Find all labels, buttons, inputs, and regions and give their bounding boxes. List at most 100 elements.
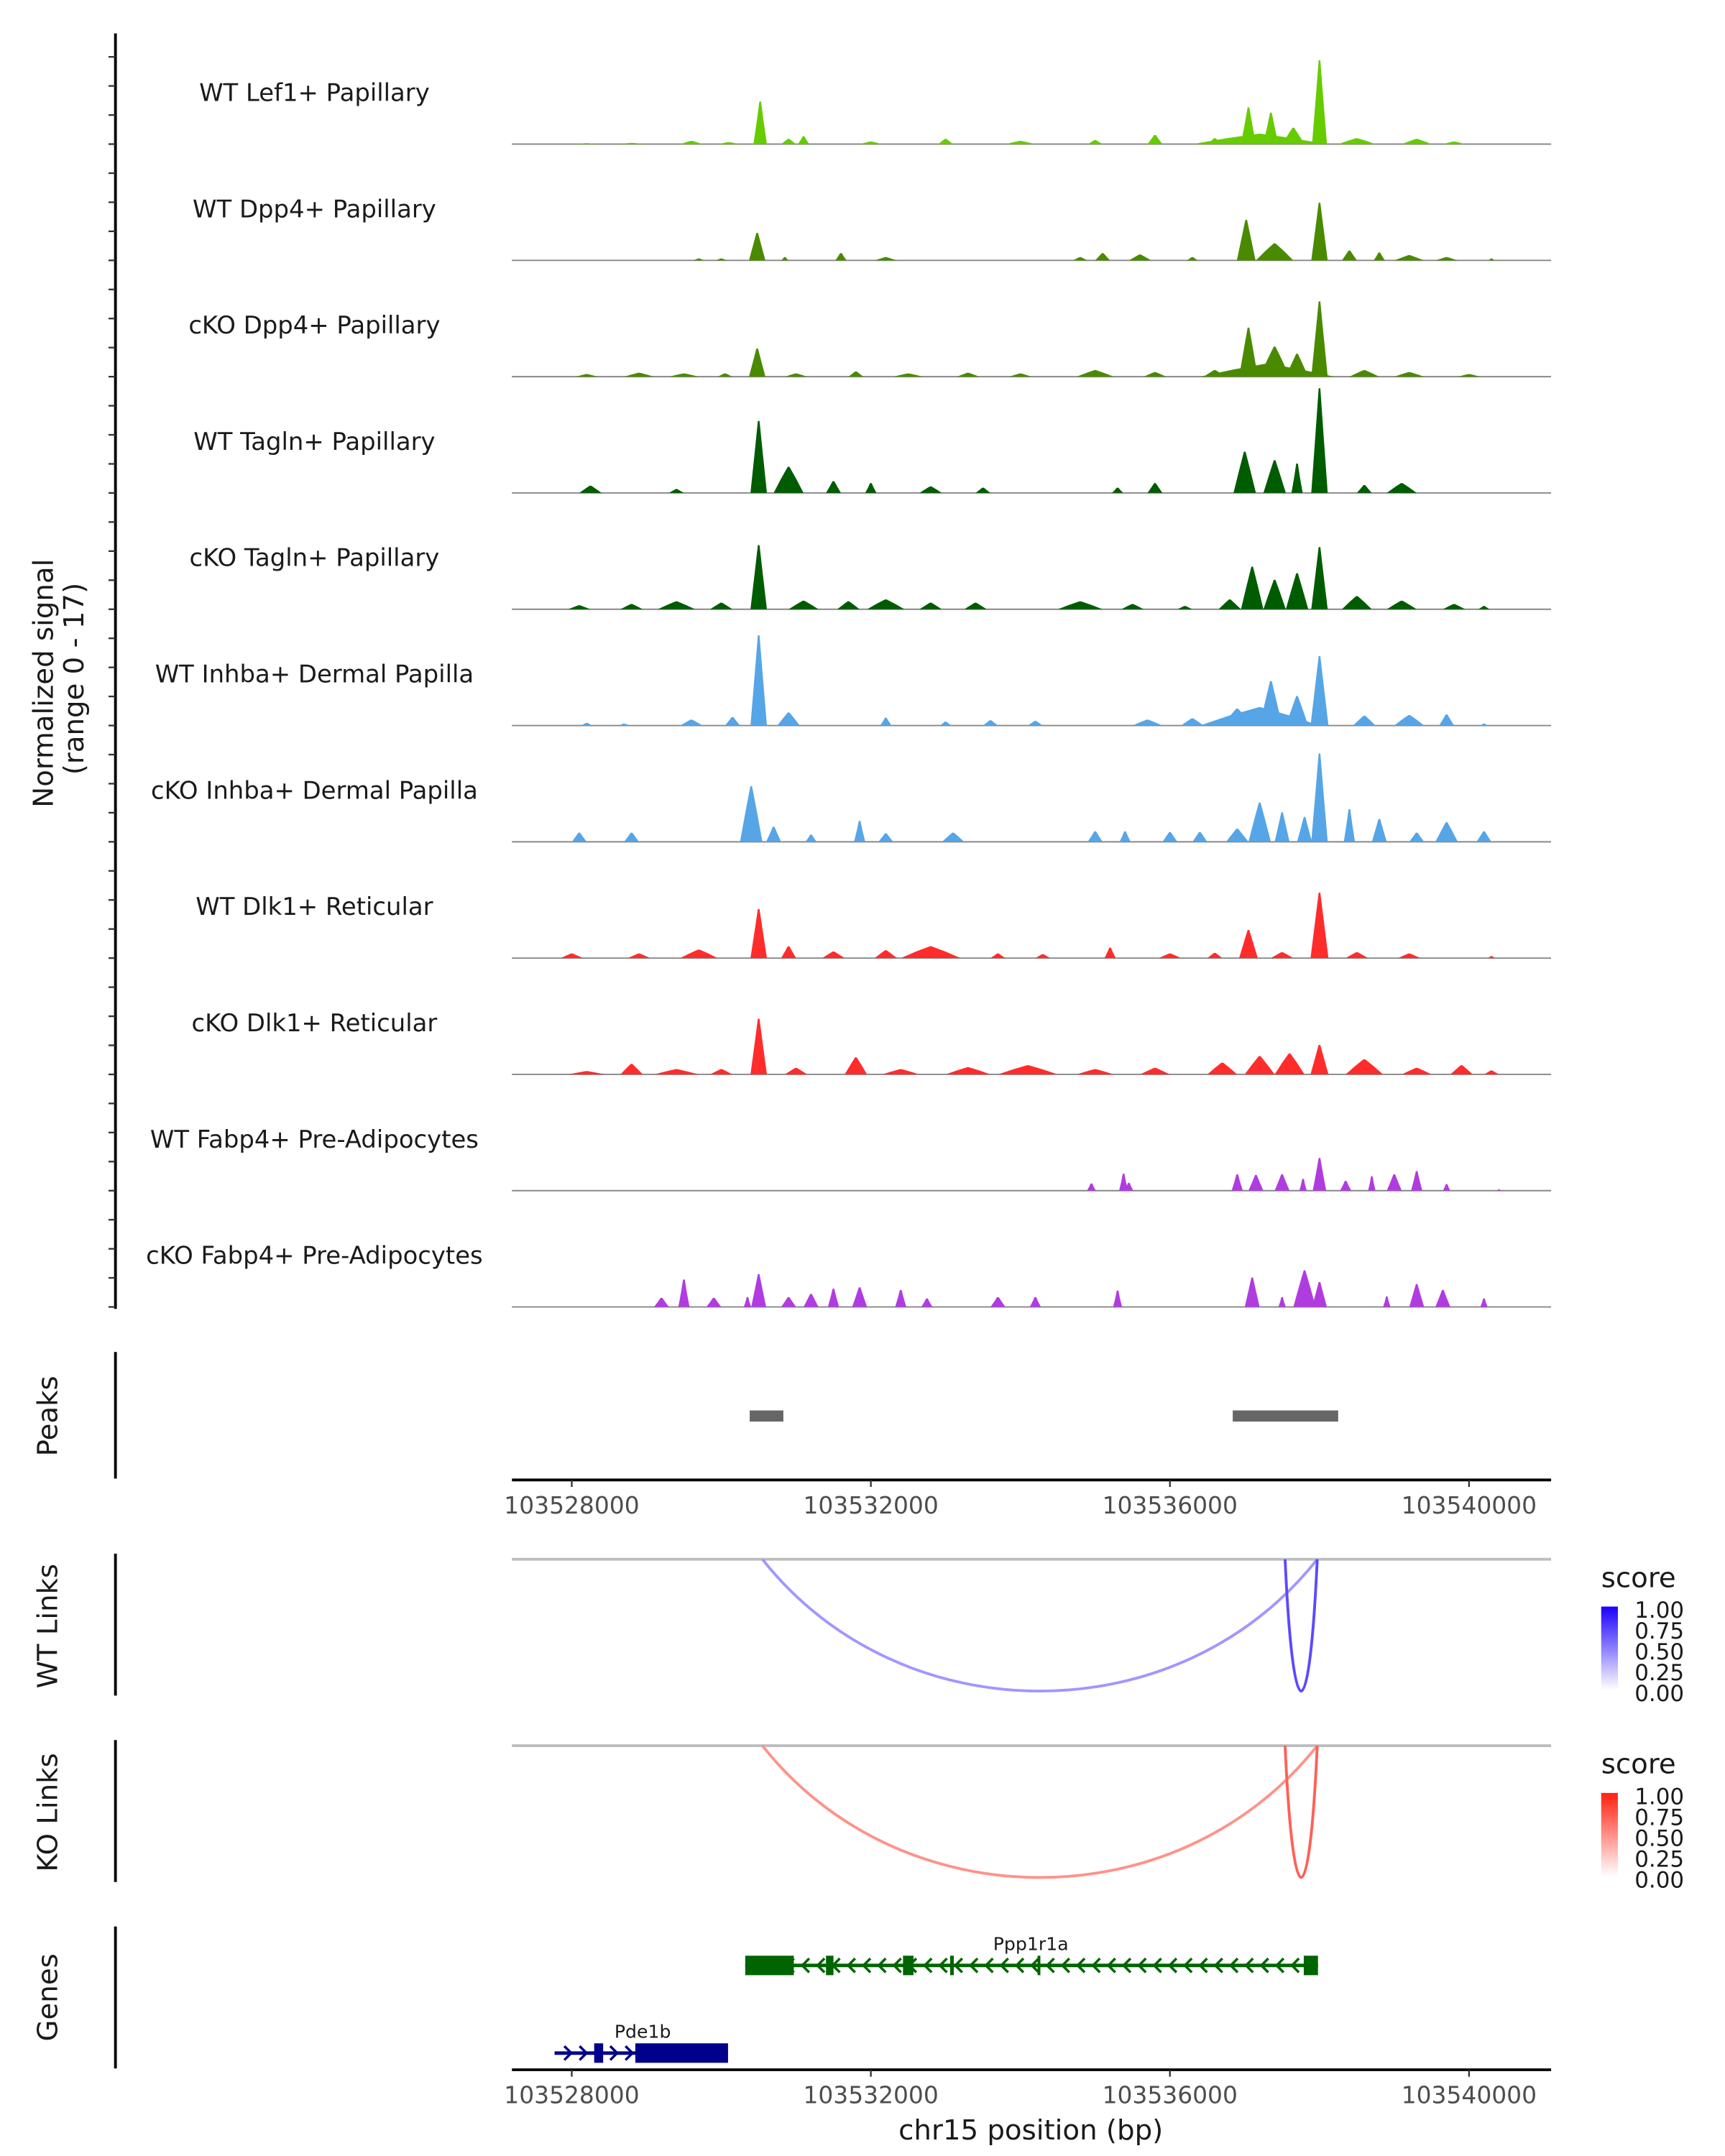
coverage-peak bbox=[1435, 1289, 1450, 1307]
coverage-peak bbox=[717, 373, 733, 377]
bottom-axis-tick-label: 103540000 bbox=[1402, 2081, 1537, 2109]
coverage-peak bbox=[1353, 715, 1376, 726]
coverage-tracks: WT Lef1+ Papillary WT Dpp4+ Papillary cKO … bbox=[146, 60, 1552, 1308]
coverage-peak bbox=[750, 545, 768, 609]
links-track: WT Links score 1.000.750.500.250.00 bbox=[32, 1553, 1684, 1707]
coverage-peak bbox=[624, 832, 640, 842]
strand-arrow bbox=[625, 2045, 635, 2061]
legend-tick-label: 0.75 bbox=[1634, 1618, 1684, 1644]
coverage-track: cKO Dpp4+ Papillary bbox=[188, 301, 1552, 378]
coverage-peak bbox=[750, 1018, 768, 1074]
coverage-peak bbox=[1241, 566, 1264, 609]
link-arc bbox=[761, 1744, 1319, 1879]
coverage-peak bbox=[1458, 374, 1481, 377]
coverage-peak bbox=[822, 952, 845, 959]
coverage-peak bbox=[874, 950, 898, 959]
coverage-peak bbox=[1124, 1182, 1133, 1191]
coverage-peak bbox=[784, 1067, 808, 1074]
strand-arrow bbox=[1060, 1957, 1071, 1973]
coverage-peak bbox=[1087, 831, 1103, 842]
link-arc bbox=[1284, 1745, 1319, 1879]
coverage-peak bbox=[1231, 1174, 1243, 1191]
peak-region bbox=[1233, 1410, 1338, 1422]
coverage-peak bbox=[1346, 952, 1368, 959]
coverage-peak bbox=[773, 466, 804, 493]
coverage-peak bbox=[1236, 219, 1256, 261]
strand-arrow bbox=[1045, 1957, 1055, 1973]
coverage-peak bbox=[990, 1296, 1006, 1307]
coverage-peak bbox=[560, 953, 584, 959]
coverage-peak bbox=[1386, 600, 1417, 609]
legend-title: score bbox=[1601, 1562, 1676, 1594]
x-axis-middle: 103528000 103532000 103536000 103540000 bbox=[504, 1478, 1552, 1519]
coverage-track: WT Lef1+ Papillary bbox=[199, 60, 1552, 145]
coverage-peak bbox=[1342, 250, 1357, 261]
coverage-peak bbox=[998, 1065, 1058, 1074]
y-axis-title-line-1: Normalized signal bbox=[28, 559, 60, 808]
coverage-peak bbox=[1076, 370, 1114, 377]
coverage-peak bbox=[784, 373, 808, 377]
coverage-peak bbox=[1311, 203, 1328, 261]
coverage-peak bbox=[1233, 451, 1256, 493]
coverage-peak bbox=[1439, 714, 1455, 726]
strand-arrow bbox=[953, 1957, 964, 1973]
coverage-peak bbox=[1119, 831, 1131, 842]
coverage-peak bbox=[1411, 1171, 1422, 1191]
coverage-peak bbox=[1374, 252, 1385, 261]
coverage-peak bbox=[1293, 1270, 1316, 1307]
coverage-peak bbox=[1207, 952, 1223, 959]
strand-arrow bbox=[984, 1957, 994, 1973]
strand-arrow bbox=[1274, 1957, 1285, 1973]
legend-tick-label: 1.00 bbox=[1634, 1784, 1684, 1810]
coverage-peak bbox=[1147, 483, 1163, 493]
bottom-axis-tick-label: 103536000 bbox=[1103, 2081, 1238, 2109]
coverage-peak bbox=[1285, 573, 1309, 609]
strand-arrow bbox=[1030, 1957, 1040, 1973]
coverage-peak bbox=[1274, 1174, 1290, 1191]
coverage-peak bbox=[1299, 1179, 1307, 1191]
coverage-peak bbox=[835, 253, 847, 261]
coverage-peak bbox=[1368, 1176, 1376, 1191]
strand-arrow bbox=[1121, 1957, 1132, 1973]
coverage-peak bbox=[845, 1057, 868, 1074]
y-axis-title-line-2: (range 0 - 17) bbox=[58, 583, 91, 775]
coverage-peak bbox=[1271, 952, 1294, 959]
coverage-peak bbox=[777, 712, 800, 726]
coverage-peak bbox=[781, 139, 796, 144]
coverage-peak bbox=[1132, 719, 1163, 726]
coverage-peak bbox=[942, 832, 965, 842]
middle-axis-tick-label: 103532000 bbox=[803, 1491, 938, 1519]
coverage-peak bbox=[919, 486, 942, 493]
coverage-peak bbox=[1346, 1059, 1384, 1074]
coverage-peak bbox=[715, 258, 727, 261]
coverage-peak bbox=[1087, 140, 1103, 144]
coverage-peak bbox=[1177, 606, 1192, 609]
coverage-peak bbox=[860, 141, 883, 144]
coverage-y-axis bbox=[108, 33, 117, 1309]
coverage-peak bbox=[1087, 1183, 1096, 1191]
coverage-peak bbox=[627, 953, 650, 959]
links-track-label: KO Links bbox=[32, 1753, 64, 1871]
coverage-peak bbox=[957, 372, 980, 377]
coverage-peak bbox=[1394, 714, 1425, 726]
coverage-peak bbox=[706, 1297, 722, 1307]
strand-arrow bbox=[846, 1957, 856, 1973]
coverage-peak bbox=[1476, 831, 1492, 842]
gene-exon bbox=[635, 2043, 728, 2063]
coverage-peak bbox=[1244, 1056, 1275, 1074]
track-label: WT Inhba+ Dermal Papilla bbox=[155, 660, 474, 688]
coverage-peak bbox=[893, 373, 924, 377]
coverage-peak bbox=[1057, 601, 1103, 609]
legend-tick-label: 0.25 bbox=[1634, 1660, 1684, 1686]
coverage-peak bbox=[740, 786, 763, 842]
coverage-peak bbox=[1310, 1044, 1329, 1074]
coverage-peak bbox=[1343, 808, 1356, 842]
coverage-peak bbox=[880, 717, 892, 726]
coverage-peak bbox=[1072, 257, 1088, 261]
strand-arrow bbox=[1137, 1957, 1147, 1973]
coverage-peak bbox=[571, 832, 587, 842]
coverage-peak bbox=[618, 723, 630, 726]
legend-colorbar bbox=[1601, 1792, 1618, 1876]
track-label: cKO Dlk1+ Reticular bbox=[192, 1009, 438, 1037]
